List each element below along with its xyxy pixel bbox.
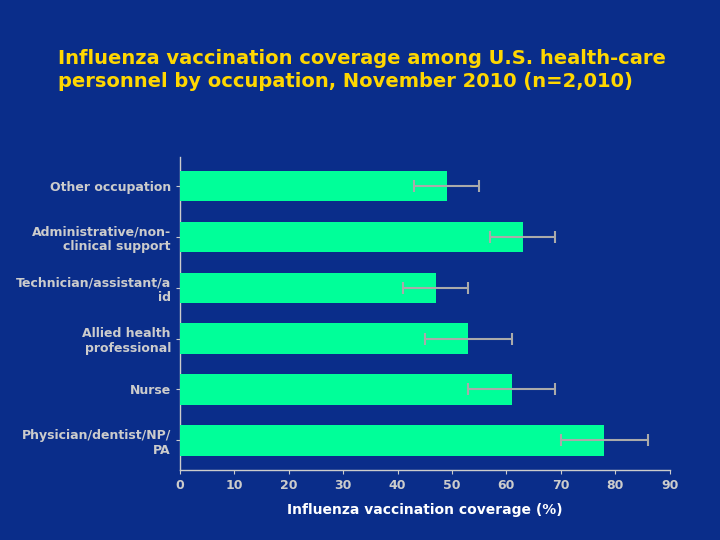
Bar	[180, 374, 512, 404]
Bar	[180, 222, 523, 252]
X-axis label: Influenza vaccination coverage (%): Influenza vaccination coverage (%)	[287, 503, 562, 517]
Bar	[180, 273, 436, 303]
Bar	[180, 171, 446, 201]
Bar	[180, 425, 604, 456]
Text: Influenza vaccination coverage among U.S. health-care
personnel by occupation, N: Influenza vaccination coverage among U.S…	[58, 49, 665, 91]
Bar	[180, 323, 468, 354]
